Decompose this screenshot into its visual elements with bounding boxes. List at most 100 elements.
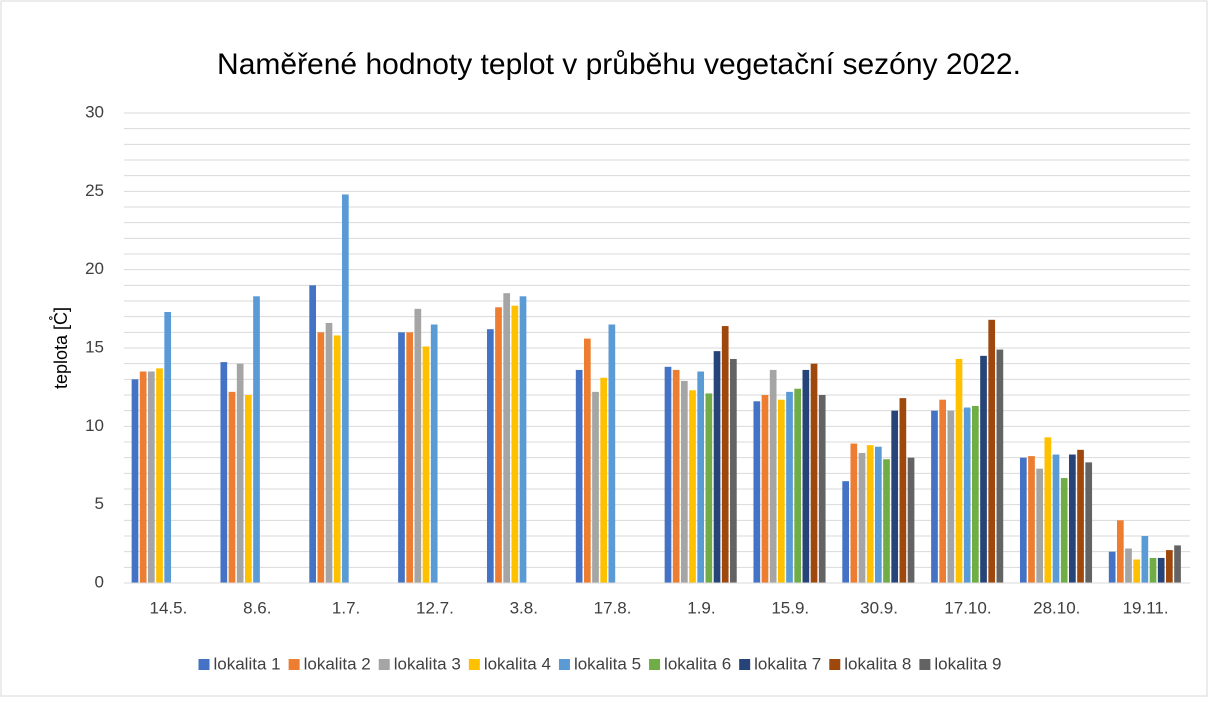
bar (253, 296, 260, 583)
y-tick-label: 0 (95, 572, 104, 591)
bar (1125, 548, 1132, 583)
bar (147, 371, 155, 583)
bar (600, 377, 608, 583)
bar (503, 293, 511, 583)
legend-swatch (468, 659, 480, 670)
bar (753, 401, 761, 583)
bar (1028, 456, 1035, 583)
bar (1085, 462, 1093, 583)
bar (1052, 454, 1060, 583)
bar (1069, 454, 1076, 583)
y-tick-label: 10 (85, 416, 104, 435)
bar (769, 369, 777, 583)
x-tick-label: 30.9. (860, 598, 898, 617)
bar (309, 285, 317, 583)
bar (422, 346, 430, 583)
bar (131, 379, 139, 583)
legend-swatch (198, 659, 210, 670)
bar (705, 393, 713, 583)
legend-label: lokalita 1 (214, 654, 281, 673)
bar (486, 329, 494, 583)
bar (1116, 520, 1124, 583)
bar (592, 391, 599, 583)
bar (664, 366, 672, 583)
bar (495, 307, 502, 583)
bar (519, 296, 527, 583)
legend-swatch (739, 659, 751, 670)
x-tick-label: 12.7. (416, 598, 454, 617)
bar (939, 399, 947, 583)
bar (947, 410, 955, 583)
bar (406, 332, 414, 583)
bar (1036, 468, 1044, 583)
bar (1060, 478, 1068, 583)
bar (220, 362, 228, 583)
bar (156, 368, 163, 583)
bar (333, 335, 341, 583)
bar (689, 390, 696, 583)
y-tick-label: 15 (85, 337, 104, 356)
bar (1166, 550, 1173, 583)
x-tick-label: 28.10. (1033, 598, 1080, 617)
y-tick-label: 5 (95, 494, 104, 513)
bar (1157, 557, 1165, 583)
legend-swatch (829, 659, 841, 670)
bar (721, 326, 729, 583)
x-tick-label: 15.9. (771, 598, 809, 617)
bar (325, 322, 333, 583)
bar (713, 351, 721, 583)
bar (931, 410, 938, 583)
bar (228, 391, 236, 583)
y-tick-label: 25 (85, 181, 104, 200)
legend-swatch (649, 659, 661, 670)
bar (777, 399, 785, 583)
y-tick-label: 30 (85, 102, 104, 121)
bar (891, 410, 899, 583)
legend-label: lokalita 3 (394, 654, 461, 673)
bar (866, 445, 874, 583)
bar (608, 324, 616, 583)
bar (672, 369, 680, 583)
bar (761, 395, 769, 583)
bar (1133, 559, 1141, 583)
bar (430, 324, 438, 583)
bar (786, 391, 793, 583)
bar (818, 395, 826, 583)
x-tick-label: 19.11. (1123, 598, 1169, 617)
bar (164, 311, 172, 583)
bar (810, 363, 818, 583)
bar (341, 194, 349, 583)
bar (1174, 545, 1181, 583)
legend-swatch (919, 659, 931, 670)
bar (697, 371, 705, 583)
bar (842, 481, 850, 583)
bar (899, 398, 907, 583)
bar (236, 363, 244, 583)
bar (680, 380, 688, 583)
legend-swatch (558, 659, 570, 670)
legend-label: lokalita 7 (754, 654, 821, 673)
bar (972, 405, 979, 583)
legend-swatch (378, 659, 390, 670)
bar (963, 407, 971, 583)
bar (883, 459, 890, 583)
bar (575, 369, 583, 583)
bar (317, 332, 325, 583)
legend-label: lokalita 2 (304, 654, 371, 673)
x-tick-label: 1.9. (687, 598, 715, 617)
x-tick-label: 3.8. (510, 598, 538, 617)
x-tick-label: 14.5. (150, 598, 188, 617)
legend-label: lokalita 4 (484, 654, 551, 673)
bar (955, 358, 963, 583)
legend-label: lokalita 9 (934, 654, 1001, 673)
bar (1077, 449, 1084, 583)
bar (907, 457, 915, 583)
x-tick-label: 8.6. (243, 598, 271, 617)
bar (850, 443, 858, 583)
y-axis-label: teplota [C̊] (49, 307, 71, 389)
bar (139, 371, 147, 583)
legend-label: lokalita 5 (574, 654, 641, 673)
bar (874, 446, 882, 583)
bar (794, 388, 802, 583)
